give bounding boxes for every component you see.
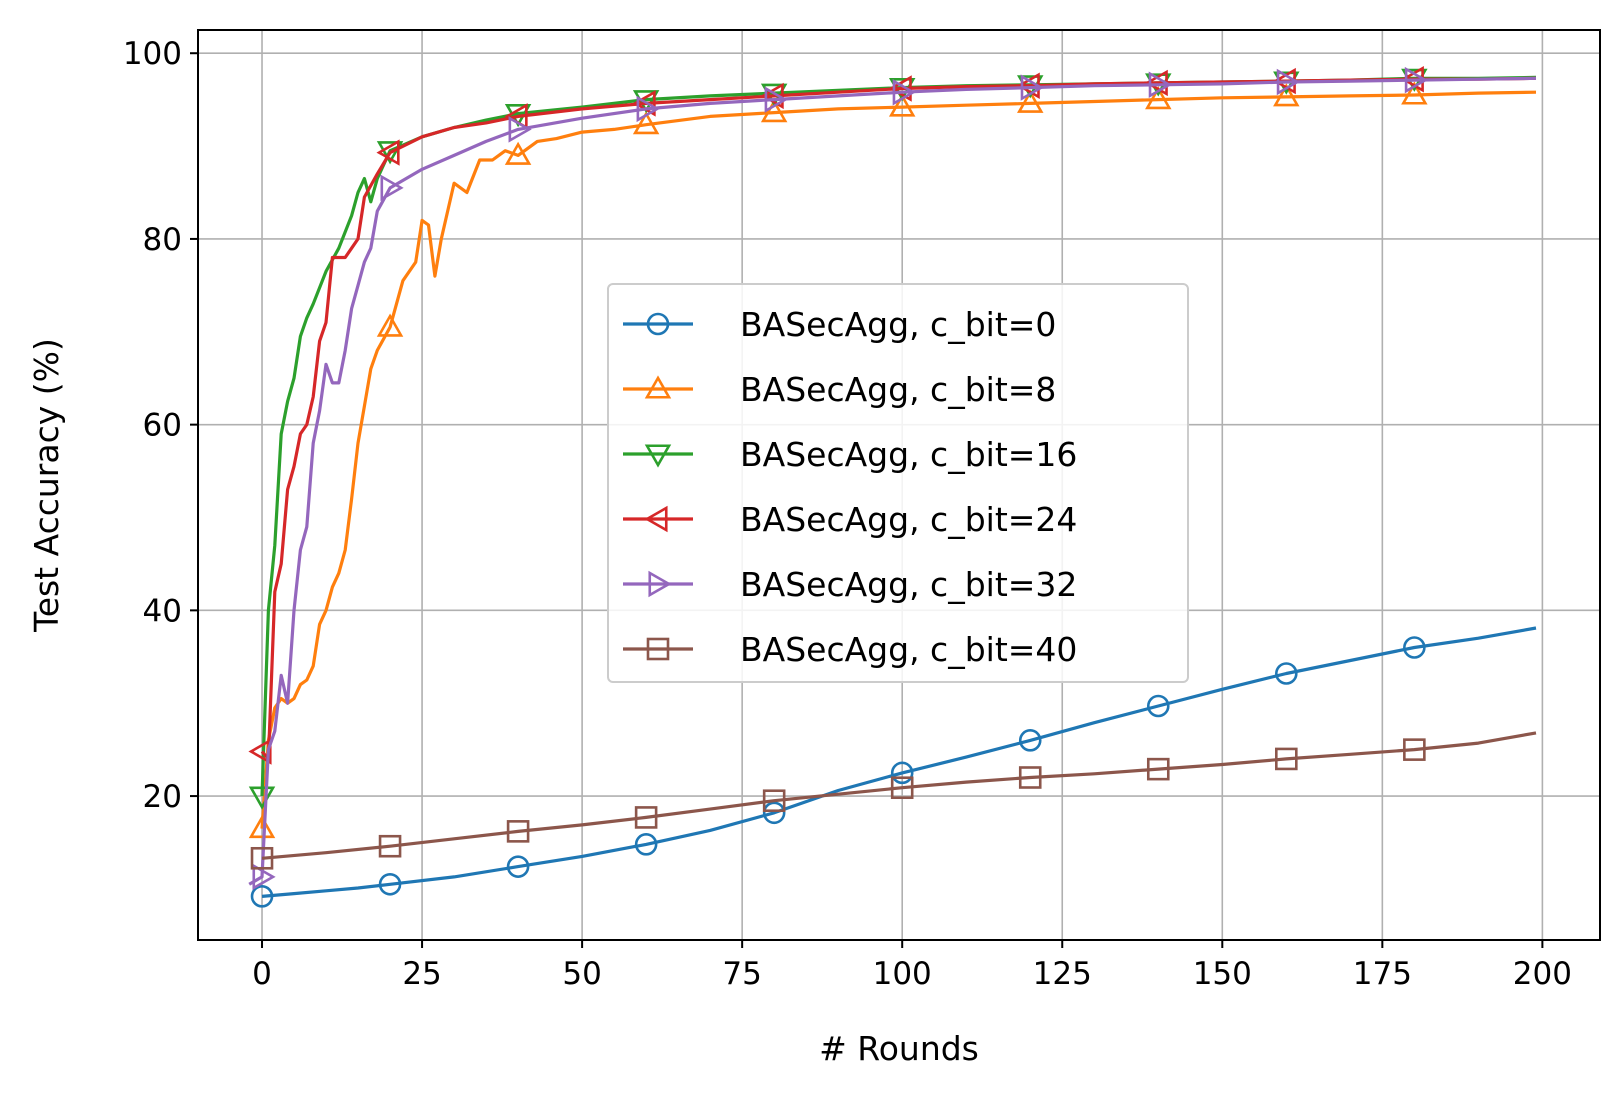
series-line bbox=[261, 731, 1537, 860]
data-point bbox=[1275, 662, 1298, 685]
data-point bbox=[248, 814, 276, 839]
legend-label: BASecAgg, c_bit=16 bbox=[740, 435, 1077, 474]
legend-entry: BASecAgg, c_bit=40 bbox=[623, 630, 1077, 669]
data-point bbox=[1273, 83, 1300, 107]
data-point bbox=[248, 738, 272, 765]
legend-label: BASecAgg, c_bit=24 bbox=[740, 500, 1077, 539]
data-point bbox=[1146, 694, 1170, 718]
series-line bbox=[260, 90, 1537, 829]
data-point bbox=[376, 139, 400, 166]
data-point bbox=[888, 93, 916, 117]
legend-label: BASecAgg, c_bit=8 bbox=[740, 370, 1056, 409]
y-tick-label: 60 bbox=[143, 408, 182, 444]
x-tick-label: 125 bbox=[1033, 956, 1092, 992]
data-point bbox=[632, 111, 660, 135]
data-point bbox=[1276, 68, 1300, 96]
legend-marker bbox=[644, 444, 672, 468]
legend-entry: BASecAgg, c_bit=32 bbox=[623, 565, 1077, 604]
data-point bbox=[1018, 766, 1042, 789]
y-tick-label: 100 bbox=[123, 36, 182, 72]
legend-box bbox=[607, 283, 1189, 683]
data-point bbox=[506, 820, 530, 843]
data-point bbox=[378, 872, 402, 896]
series-0 bbox=[250, 626, 1537, 908]
plot-frame bbox=[197, 29, 1601, 941]
data-point bbox=[636, 95, 660, 123]
x-tick-label: 200 bbox=[1513, 956, 1572, 992]
axis-ticks: 0 25 50 75 100 125 150 175 200 20 40 60 80 100 bbox=[123, 36, 1572, 992]
legend-entry: BASecAgg, c_bit=8 bbox=[623, 370, 1056, 409]
data-point bbox=[1146, 757, 1170, 781]
data-point bbox=[888, 75, 912, 102]
x-tick-label: 25 bbox=[402, 956, 441, 992]
data-point bbox=[1275, 747, 1298, 771]
data-point bbox=[252, 863, 276, 891]
x-tick-label: 50 bbox=[562, 956, 601, 992]
data-point bbox=[504, 141, 532, 165]
legend-label: BASecAgg, c_bit=40 bbox=[740, 630, 1077, 669]
data-point bbox=[1403, 738, 1426, 761]
series-layer bbox=[248, 65, 1537, 908]
data-point bbox=[764, 86, 788, 113]
data-point bbox=[506, 855, 530, 878]
data-point bbox=[1020, 74, 1044, 101]
data-point bbox=[762, 789, 786, 813]
data-point bbox=[1404, 66, 1428, 94]
series-1 bbox=[248, 81, 1537, 839]
y-axis-title: Test Accuracy (%) bbox=[27, 338, 66, 633]
legend-entry: BASecAgg, c_bit=0 bbox=[623, 305, 1056, 344]
series-line bbox=[260, 76, 1537, 761]
x-tick-label: 75 bbox=[722, 956, 761, 992]
data-point bbox=[376, 141, 404, 165]
data-point bbox=[762, 801, 786, 825]
y-tick-label: 80 bbox=[143, 222, 182, 258]
data-point bbox=[890, 776, 914, 800]
data-point bbox=[1145, 86, 1172, 110]
x-tick-label: 100 bbox=[873, 956, 932, 992]
data-point bbox=[508, 116, 532, 143]
legend-marker bbox=[644, 375, 672, 399]
data-point bbox=[380, 174, 404, 202]
data-point bbox=[250, 846, 274, 870]
data-point bbox=[634, 806, 658, 829]
y-tick-label: 40 bbox=[143, 593, 182, 629]
x-tick-label: 150 bbox=[1193, 956, 1252, 992]
x-tick-label: 175 bbox=[1353, 956, 1412, 992]
x-axis-title: # Rounds bbox=[819, 1029, 979, 1068]
legend-marker bbox=[646, 637, 670, 661]
data-point bbox=[890, 761, 914, 785]
data-point bbox=[1403, 636, 1426, 659]
data-point bbox=[378, 834, 402, 858]
data-point bbox=[1016, 89, 1044, 113]
legend: BASecAgg, c_bit=0 BASecAgg, c_bit=8 BASecA… bbox=[607, 283, 1189, 683]
legend-label: BASecAgg, c_bit=32 bbox=[740, 565, 1077, 604]
data-point bbox=[760, 99, 788, 123]
x-tick-label: 0 bbox=[252, 956, 272, 992]
data-point bbox=[250, 885, 274, 908]
series-4 bbox=[248, 66, 1537, 891]
data-point bbox=[1018, 729, 1042, 752]
data-point bbox=[1148, 71, 1172, 99]
series-line bbox=[248, 76, 1537, 886]
data-point bbox=[376, 313, 404, 337]
legend-entry: BASecAgg, c_bit=16 bbox=[623, 435, 1077, 474]
legend-marker bbox=[646, 312, 670, 336]
data-point bbox=[634, 833, 658, 856]
data-point bbox=[1401, 81, 1428, 105]
legend-marker bbox=[644, 505, 668, 533]
data-point bbox=[760, 82, 784, 110]
legend-label: BASecAgg, c_bit=0 bbox=[740, 305, 1056, 344]
y-tick-label: 20 bbox=[143, 779, 182, 815]
data-point bbox=[892, 78, 916, 106]
legend-entry: BASecAgg, c_bit=24 bbox=[623, 500, 1077, 539]
series-5 bbox=[250, 731, 1537, 870]
legend-marker bbox=[648, 570, 672, 598]
